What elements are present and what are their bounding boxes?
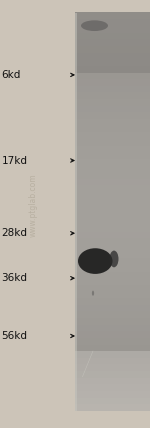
Bar xyxy=(75,52,150,59)
Bar xyxy=(75,364,150,371)
Bar xyxy=(75,158,150,166)
Text: 6kd: 6kd xyxy=(2,70,21,80)
Ellipse shape xyxy=(110,251,118,267)
Bar xyxy=(75,318,150,325)
Bar xyxy=(75,19,150,26)
Bar xyxy=(75,99,150,106)
Bar xyxy=(75,139,150,146)
Bar xyxy=(75,185,150,192)
Bar xyxy=(75,265,150,272)
Bar xyxy=(75,371,150,378)
Text: 17kd: 17kd xyxy=(2,155,27,166)
Bar xyxy=(75,165,150,172)
Bar xyxy=(75,245,150,252)
Bar xyxy=(75,26,150,33)
Text: www.ptglab.com: www.ptglab.com xyxy=(28,174,38,237)
Bar xyxy=(75,351,150,358)
Bar xyxy=(75,390,150,398)
Bar xyxy=(75,251,150,259)
Bar xyxy=(75,105,150,113)
Text: 36kd: 36kd xyxy=(2,273,27,283)
Ellipse shape xyxy=(78,248,112,274)
Bar xyxy=(75,92,150,99)
Bar xyxy=(75,152,150,159)
Bar xyxy=(75,225,150,232)
Bar xyxy=(75,258,150,265)
Bar xyxy=(75,86,150,92)
Bar xyxy=(75,238,150,245)
Bar xyxy=(75,211,150,219)
Bar xyxy=(75,344,150,351)
Bar xyxy=(75,311,150,318)
Bar xyxy=(75,172,150,179)
Bar xyxy=(75,125,150,132)
Text: 28kd: 28kd xyxy=(2,228,27,238)
Bar xyxy=(75,271,150,278)
Bar xyxy=(75,231,150,238)
Bar xyxy=(75,404,150,411)
Bar xyxy=(75,298,150,305)
Bar xyxy=(75,12,150,20)
Bar xyxy=(75,112,150,119)
Bar xyxy=(75,72,150,79)
Bar xyxy=(75,132,150,139)
Bar xyxy=(75,337,150,345)
Bar xyxy=(75,324,150,331)
Bar xyxy=(75,291,150,298)
Bar xyxy=(75,377,150,384)
Bar xyxy=(75,397,150,404)
Bar xyxy=(75,13,77,411)
Ellipse shape xyxy=(81,20,108,31)
Bar xyxy=(75,119,150,126)
Bar xyxy=(75,357,150,365)
Bar xyxy=(75,33,150,39)
Bar xyxy=(75,331,150,338)
Bar xyxy=(75,79,150,86)
Bar xyxy=(75,205,150,212)
Bar xyxy=(75,304,150,312)
Bar xyxy=(75,65,150,73)
Bar xyxy=(75,46,150,53)
Bar xyxy=(75,218,150,225)
Bar xyxy=(75,198,150,205)
Bar xyxy=(75,384,150,391)
Bar xyxy=(75,145,150,152)
Text: 56kd: 56kd xyxy=(2,331,27,341)
Bar xyxy=(75,192,150,199)
Bar xyxy=(75,39,150,46)
Bar xyxy=(75,178,150,185)
Bar xyxy=(75,278,150,285)
Bar xyxy=(75,59,150,66)
Ellipse shape xyxy=(92,291,94,296)
Bar xyxy=(75,285,150,291)
